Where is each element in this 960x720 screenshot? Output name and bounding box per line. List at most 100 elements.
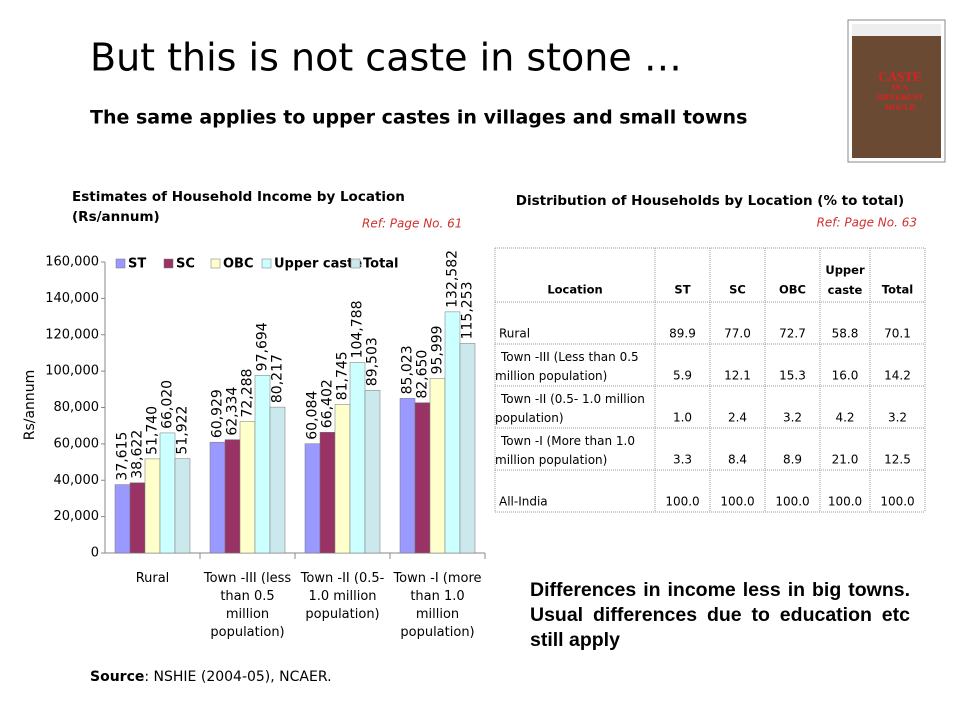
legend-swatch	[210, 258, 221, 269]
y-tick-label: 120,000	[45, 327, 99, 342]
value-label: 115,253	[460, 281, 476, 339]
table-cell: 72.7	[779, 327, 806, 341]
x-tick-label: Town -I (more than 1.0 million population)	[392, 571, 481, 640]
x-tick-label: Town -II (0.5- 1.0 million population)	[300, 571, 385, 622]
value-label: 80,217	[270, 354, 286, 403]
bar	[399, 398, 416, 554]
table-cell: 3.2	[888, 411, 907, 425]
bar	[304, 443, 321, 554]
table-cell: 16.0	[832, 369, 859, 383]
table-header-line: Upper	[825, 263, 865, 277]
bar	[174, 458, 191, 554]
value-label: 51,740	[145, 406, 161, 455]
legend-swatch	[261, 258, 272, 269]
legend-label: ST	[128, 257, 146, 272]
cover-title: MOULD	[885, 103, 916, 112]
legend-label: SC	[176, 257, 195, 272]
bar	[444, 311, 461, 554]
value-label: 89,503	[365, 337, 381, 386]
value-label: 37,615	[115, 432, 131, 481]
bar	[414, 402, 431, 554]
legend-label: Total	[363, 257, 399, 272]
table-cell: 3.3	[673, 453, 692, 467]
y-tick-label: 20,000	[54, 509, 100, 524]
table-cell: 100.0	[665, 495, 699, 509]
table-cell-line: population)	[495, 411, 564, 425]
bar	[129, 482, 146, 554]
table-cell: Town -III (Less than 0.5 million populati…	[495, 350, 639, 383]
bar	[159, 432, 176, 554]
table-cell: 77.0	[724, 327, 751, 341]
legend-swatch	[115, 258, 126, 269]
value-label: 66,020	[160, 380, 176, 429]
table-cell: Town -II (0.5- 1.0 million population)	[495, 392, 645, 425]
y-axis-label: Rs/annum	[22, 370, 38, 441]
value-label: 95,999	[430, 325, 446, 374]
source-label: Source	[90, 669, 144, 685]
table-cell: 100.0	[720, 495, 754, 509]
table-header: OBC	[779, 283, 806, 297]
x-tick-label: Rural	[136, 571, 170, 586]
table-cell-line: million population)	[495, 453, 607, 467]
x-tick-line: than 0.5	[220, 589, 274, 604]
x-tick-line: Town -III (less	[203, 571, 291, 586]
legend-swatch	[350, 258, 361, 269]
table-cell: 1.0	[673, 411, 692, 425]
bar	[239, 421, 256, 554]
table-cell-line: Town -I (More than 1.0	[500, 434, 635, 448]
chart-ref: Ref: Page No. 61	[362, 217, 462, 231]
y-tick-label: 60,000	[54, 436, 100, 451]
table-cell-line: Town -II (0.5- 1.0 million	[500, 392, 645, 406]
value-label: 51,922	[175, 406, 191, 455]
x-tick-line: million	[416, 607, 459, 622]
value-label: 104,788	[350, 301, 366, 359]
table-cell: 4.2	[835, 411, 854, 425]
table-cell: 5.9	[673, 369, 692, 383]
x-tick-line: Town -II (0.5-	[300, 571, 385, 586]
bar	[459, 343, 476, 554]
table-cell-line: Town -III (Less than 0.5	[500, 350, 639, 364]
table-cell: 12.1	[724, 369, 751, 383]
table-cell: 15.3	[779, 369, 806, 383]
bar	[319, 431, 336, 554]
table-cell: 3.2	[783, 411, 802, 425]
y-tick-label: 100,000	[45, 364, 99, 379]
slide-subtitle: The same applies to upper castes in vill…	[90, 107, 747, 129]
table-cell: All-India	[499, 495, 548, 509]
value-label: 38,622	[130, 430, 146, 479]
bar	[144, 458, 161, 554]
table-cell: 12.5	[884, 453, 911, 467]
bar	[209, 441, 226, 554]
table-cell: 58.8	[832, 327, 859, 341]
bar	[224, 439, 241, 554]
chart-title: Estimates of Household Income by Locatio…	[72, 189, 405, 205]
table-cell: Town -I (More than 1.0 million population…	[495, 434, 635, 467]
cover-title: CASTE	[878, 69, 921, 84]
x-tick-line: than 1.0	[410, 589, 464, 604]
y-tick-label: 80,000	[54, 400, 100, 415]
chart-unit: (Rs/annum)	[72, 209, 160, 225]
x-tick-line: population)	[305, 607, 379, 622]
bar	[334, 404, 351, 554]
table-cell: 8.9	[783, 453, 802, 467]
cover-art	[852, 24, 941, 158]
legend-swatch	[163, 258, 174, 269]
bar	[254, 375, 271, 554]
x-tick-line: Town -I (more	[392, 571, 481, 586]
value-label: 60,084	[305, 391, 321, 440]
table-header: SC	[729, 283, 746, 297]
table-cell: 89.9	[669, 327, 696, 341]
legend-label: OBC	[223, 257, 254, 272]
y-tick-label: 0	[91, 546, 99, 561]
source: Source: NSHIE (2004-05), NCAER.	[90, 669, 332, 685]
y-tick-label: 140,000	[45, 291, 99, 306]
table-header: ST	[674, 283, 690, 297]
table-title: Distribution of Households by Location (…	[516, 193, 904, 209]
value-label: 132,582	[445, 250, 461, 308]
table-cell: 100.0	[775, 495, 809, 509]
value-label: 72,288	[240, 369, 256, 418]
table-cell-line: million population)	[495, 369, 607, 383]
note: Differences in income less in big towns.…	[530, 579, 910, 651]
table-header: Upper caste	[825, 263, 865, 297]
